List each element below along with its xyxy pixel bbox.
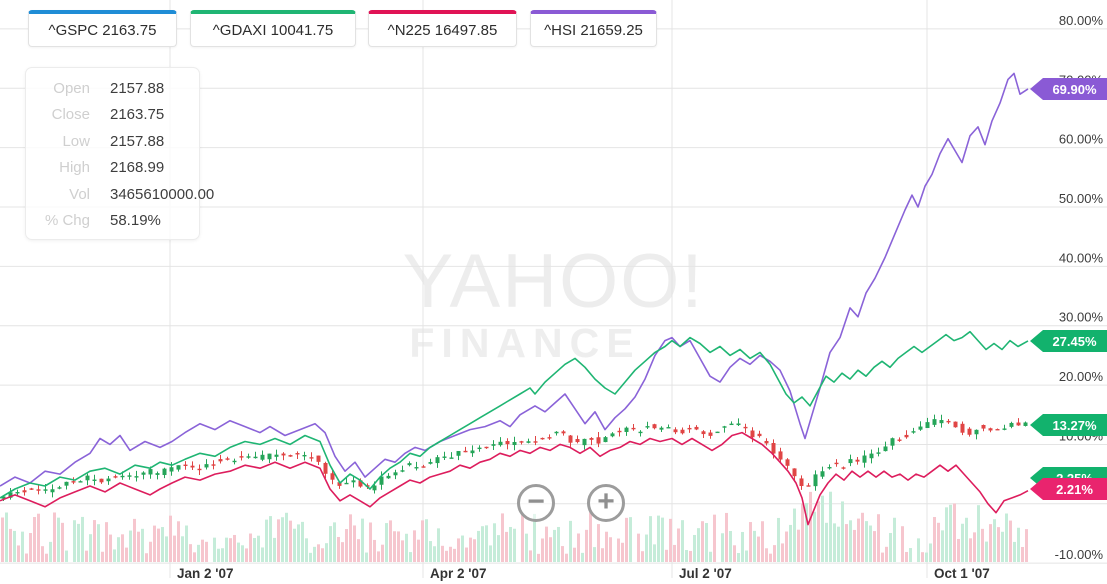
legend-item-gdaxi[interactable]: ^GDAXI 10041.75 — [190, 10, 356, 47]
legend-label-n225: ^N225 16497.85 — [387, 21, 498, 39]
tooltip-value: 2157.88 — [110, 132, 165, 150]
tooltip-label: % Chg — [44, 212, 90, 230]
svg-text:Apr 2 '07: Apr 2 '07 — [430, 566, 487, 581]
x-axis-labels: Jan 2 '07 Apr 2 '07 Jul 2 '07 Oct 1 '07 — [177, 566, 990, 581]
legend-item-n225[interactable]: ^N225 16497.85 — [368, 10, 517, 47]
tooltip-label: Open — [53, 79, 90, 97]
tooltip-label: Low — [62, 132, 90, 150]
tooltip-label: Close — [51, 106, 90, 124]
tooltip-value: 2163.75 — [110, 106, 165, 124]
legend-label-gspc: ^GSPC 2163.75 — [48, 21, 157, 39]
series-line-hsi — [0, 72, 1029, 487]
ohlc-tooltip: Open 2157.88 Close 2163.75 Low 2157.88 H… — [25, 67, 214, 240]
svg-text:70.00%: 70.00% — [1059, 72, 1104, 87]
svg-text:30.00%: 30.00% — [1059, 310, 1104, 325]
tooltip-value: 58.19% — [110, 212, 161, 230]
svg-text:20.00%: 20.00% — [1059, 369, 1104, 384]
tooltip-label: High — [59, 159, 90, 177]
volume-bars — [1, 491, 1028, 562]
series-line-gdaxi — [0, 330, 1029, 499]
svg-text:60.00%: 60.00% — [1059, 132, 1104, 147]
zoom-in-button[interactable]: + — [587, 484, 625, 522]
legend-label-gdaxi: ^GDAXI 10041.75 — [212, 21, 334, 39]
tooltip-row-high: High 2168.99 — [26, 155, 199, 182]
tooltip-row-open: Open 2157.88 — [26, 75, 199, 102]
svg-text:40.00%: 40.00% — [1059, 250, 1104, 265]
legend-item-hsi[interactable]: ^HSI 21659.25 — [530, 10, 657, 47]
svg-text:80.00%: 80.00% — [1059, 13, 1104, 28]
tooltip-row-vol: Vol 3465610000.00 — [26, 181, 214, 208]
minus-icon: − — [527, 484, 545, 518]
series-line-n225 — [0, 431, 1029, 526]
tooltip-row-close: Close 2163.75 — [26, 102, 199, 129]
svg-text:10.00%: 10.00% — [1059, 428, 1104, 443]
tooltip-value: 3465610000.00 — [110, 185, 215, 203]
svg-text:-10.00%: -10.00% — [1055, 547, 1104, 562]
svg-text:50.00%: 50.00% — [1059, 191, 1104, 206]
tooltip-row-low: Low 2157.88 — [26, 128, 199, 155]
svg-text:Jan 2 '07: Jan 2 '07 — [177, 566, 234, 581]
candlestick-series-gspc — [1, 414, 1028, 502]
svg-text:Jul 2 '07: Jul 2 '07 — [679, 566, 732, 581]
legend-label-hsi: ^HSI 21659.25 — [544, 21, 643, 39]
tooltip-label: Vol — [69, 185, 90, 203]
legend-item-gspc[interactable]: ^GSPC 2163.75 — [28, 10, 177, 47]
zoom-out-button[interactable]: − — [517, 484, 555, 522]
plus-icon: + — [597, 484, 615, 518]
tooltip-value: 2157.88 — [110, 79, 165, 97]
tooltip-row-pctchg: % Chg 58.19% — [26, 208, 199, 235]
y-axis-labels: 80.00% 70.00% 60.00% 50.00% 40.00% 30.00% 20.0… — [1055, 13, 1104, 562]
tooltip-value: 2168.99 — [110, 159, 165, 177]
svg-text:Oct 1 '07: Oct 1 '07 — [934, 566, 990, 581]
